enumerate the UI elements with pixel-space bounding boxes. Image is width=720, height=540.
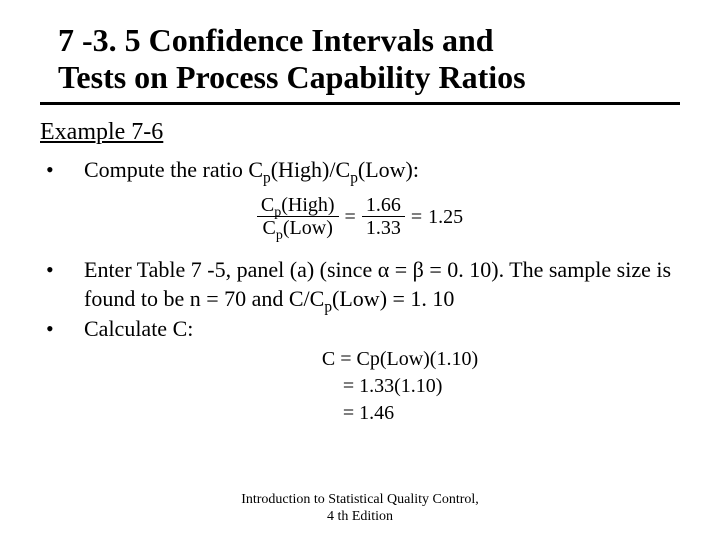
slide-footer: Introduction to Statistical Quality Cont… — [0, 492, 720, 526]
eq1-den-post: (Low) — [283, 217, 333, 239]
b2-post: (Low) = 1. 10 — [332, 286, 454, 311]
b1-sub2: p — [350, 169, 358, 186]
bullet-item-3: • Calculate C: — [40, 315, 680, 344]
bullet-text-1: Compute the ratio Cp(High)/Cp(Low): — [84, 156, 680, 185]
equation-2-row: C = Cp(Low)(1.10) = 1.33(1.10) = 1.46 — [40, 346, 680, 427]
eq1-num-post: (High) — [281, 194, 334, 216]
slide-title: 7 -3. 5 Confidence Intervals and Tests o… — [58, 22, 680, 96]
title-line-2: Tests on Process Capability Ratios — [58, 59, 526, 95]
bullet-item-2: • Enter Table 7 -5, panel (a) (since α =… — [40, 256, 680, 313]
eq2-line3: = 1.46 — [322, 400, 478, 427]
eq2-l3-eq: = 1.46 — [343, 402, 394, 424]
b2-sub1: p — [324, 298, 332, 315]
bullet-list: • Compute the ratio Cp(High)/Cp(Low): Cp… — [40, 156, 680, 427]
eq2-line2: = 1.33(1.10) — [322, 373, 478, 400]
b1-mid: (High)/C — [271, 157, 350, 182]
bullet-marker: • — [40, 256, 84, 285]
title-line-1: 7 -3. 5 Confidence Intervals and — [58, 22, 494, 58]
bullet-item-1: • Compute the ratio Cp(High)/Cp(Low): — [40, 156, 680, 185]
eq1-rhs-frac: 1.66 1.33 — [362, 195, 405, 238]
eq1-den-pre: C — [263, 217, 276, 239]
eq1-equals-2: = — [411, 204, 422, 230]
eq1-rhs-den: 1.33 — [362, 217, 405, 238]
example-heading: Example 7-6 — [40, 119, 680, 146]
eq2-l1-lhs: C — [322, 348, 335, 370]
footer-line-2: 4 th Edition — [327, 509, 393, 524]
equation-1-row: Cp(High) Cp(Low) = 1.66 1.33 = 1.25 — [40, 186, 680, 248]
bullet-text-3: Calculate C: — [84, 315, 680, 344]
eq2-line1: C = Cp(Low)(1.10) — [322, 346, 478, 373]
title-rule — [40, 102, 680, 105]
eq1-result: 1.25 — [428, 204, 463, 230]
equation-1: Cp(High) Cp(Low) = 1.66 1.33 = 1.25 — [257, 190, 463, 238]
eq2-l1-eq: = Cp(Low)(1.10) — [340, 348, 478, 370]
bullet-text-2: Enter Table 7 -5, panel (a) (since α = β… — [84, 256, 680, 313]
b1-pre: Compute the ratio C — [84, 157, 263, 182]
eq2-l2-eq: = 1.33(1.10) — [343, 375, 443, 397]
eq1-equals-1: = — [345, 204, 356, 230]
b1-sub1: p — [263, 169, 271, 186]
slide: 7 -3. 5 Confidence Intervals and Tests o… — [0, 0, 720, 540]
eq1-num-pre: C — [261, 194, 274, 216]
eq1-lhs-frac: Cp(High) Cp(Low) — [257, 195, 339, 238]
equation-2: C = Cp(Low)(1.10) = 1.33(1.10) = 1.46 — [322, 346, 478, 427]
bullet-marker: • — [40, 315, 84, 344]
b1-post: (Low): — [358, 157, 419, 182]
eq1-rhs-num: 1.66 — [362, 195, 405, 217]
eq1-den-sub: p — [276, 228, 283, 243]
bullet-marker: • — [40, 156, 84, 185]
footer-line-1: Introduction to Statistical Quality Cont… — [241, 492, 479, 507]
